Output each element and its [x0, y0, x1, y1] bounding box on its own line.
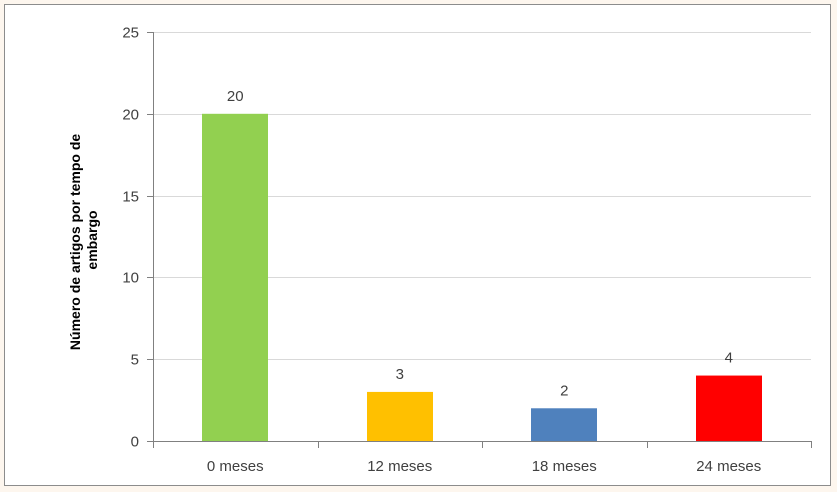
data-label: 3 — [396, 366, 404, 383]
x-tick-label: 12 meses — [367, 458, 432, 475]
x-tick-label: 18 meses — [532, 458, 597, 475]
y-axis-title-line-1: Número de artigos por tempo de — [67, 134, 83, 350]
y-tick-label: 15 — [122, 189, 139, 206]
bar-18-meses — [531, 408, 597, 441]
data-labels: 20 3 2 4 — [227, 88, 733, 399]
y-axis: 0 5 10 15 20 25 — [122, 25, 154, 451]
y-axis-title-line-2: embargo — [84, 210, 100, 269]
bar-0-meses — [202, 113, 268, 442]
x-tick-label: 24 meses — [696, 458, 761, 475]
x-axis: 0 meses 12 meses 18 meses 24 meses — [153, 441, 812, 475]
bar-12-meses — [367, 391, 433, 441]
bar-24-meses — [696, 375, 762, 441]
y-axis-title: Número de artigos por tempo de embargo — [67, 130, 100, 350]
y-tick-label: 20 — [122, 107, 139, 124]
data-label: 2 — [560, 382, 568, 399]
bars — [202, 113, 762, 442]
y-tick-label: 0 — [131, 434, 139, 451]
y-tick-label: 5 — [131, 352, 139, 369]
data-label: 4 — [725, 350, 733, 367]
y-tick-label: 10 — [122, 270, 139, 287]
x-tick-label: 0 meses — [207, 458, 264, 475]
y-tick-label: 25 — [122, 25, 139, 42]
data-label: 20 — [227, 88, 244, 105]
